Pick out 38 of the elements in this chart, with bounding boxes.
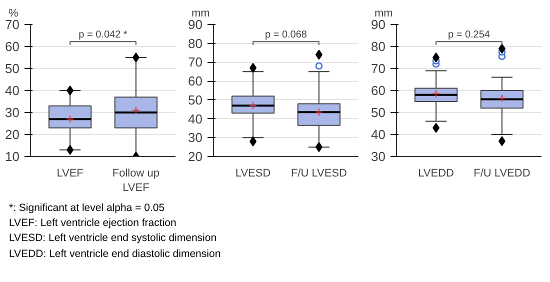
x-tick-label: LVESD [235,168,271,180]
annotation: p = 0.254 [448,29,490,40]
y-tick-label: 30 [5,105,20,120]
y-tick-label: 60 [371,83,386,98]
y-tick-label: 70 [5,17,20,32]
y-tick-label: 50 [371,105,386,120]
y-tick-label: 50 [5,61,20,76]
y-tick-label: 70 [371,61,386,76]
y-tick-label: 30 [371,149,386,164]
annotation: p = 0.068 [265,29,308,40]
text: LVEF: Left ventricle ejection fraction [9,217,176,230]
x-tick-label: F/U LVESD [290,168,348,180]
y-tick-label: 90 [188,17,203,32]
x-tick-label: Follow up LVEF [112,168,160,194]
y-tick-label: 40 [371,127,386,142]
text: *: Significant at level alpha = 0.05 [9,202,165,214]
y-tick-label: 50 [188,92,203,108]
text: LVEDD: Left ventricle end diastolic dimension [9,248,221,260]
y-tick-label: 20 [5,127,20,142]
x-tick-label: LVEF [56,168,84,180]
y-tick-label: 80 [188,36,203,51]
y-tick-label: 80 [371,39,386,54]
y-tick-label: 40 [188,111,203,126]
y-tick-label: 40 [5,83,20,98]
y-tick-label: 30 [188,130,203,146]
x-tick-label: F/U LVEDD [474,168,530,180]
y-axis-title: mm [374,8,393,20]
x-tick-label: LVEDD [418,168,454,180]
y-tick-label: 70 [188,54,203,70]
annotation: p = 0.042 * [78,29,128,40]
y-axis-title: mm [192,8,210,20]
y-tick-label: 60 [188,74,203,89]
y-tick-label: 90 [371,17,386,32]
y-tick-label: 10 [5,149,20,164]
y-axis-title: % [8,8,18,20]
text: LVESD: Left ventricle end systolic dimension [9,232,217,244]
y-tick-label: 20 [188,149,203,164]
y-tick-label: 60 [5,39,20,54]
